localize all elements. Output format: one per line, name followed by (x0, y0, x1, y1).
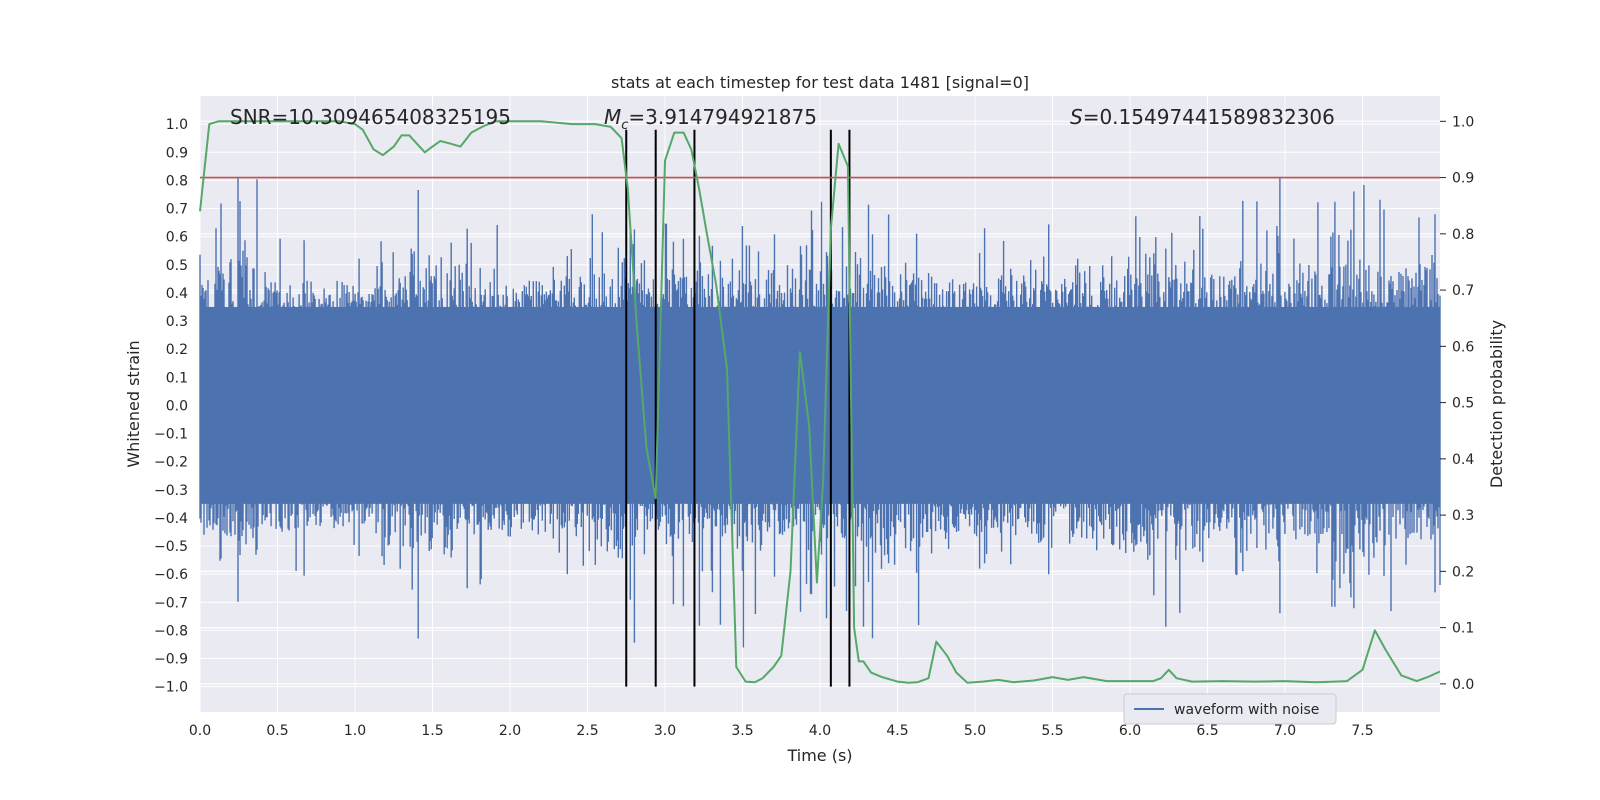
y-tick-label-4: 0.6 (166, 230, 188, 246)
x-axis-label: Time (s) (786, 746, 852, 765)
x-tick-label-12: 6.0 (1119, 723, 1141, 739)
s-value: =0.15497441589832306 (1083, 105, 1335, 129)
chirp-mass-symbol: M (604, 105, 621, 129)
y-tick-label-1: 0.9 (166, 145, 188, 161)
y-tick-label-right-10: 0.0 (1452, 677, 1474, 693)
y-axis-label-right: Detection probability (1487, 320, 1506, 488)
snr-annotation: SNR=10.309465408325195 (230, 105, 511, 129)
y-tick-label-right-8: 0.2 (1452, 564, 1474, 580)
probability-series (199, 120, 1441, 684)
probability-line (199, 120, 1441, 684)
chirp-mass-annotation: Mc=3.914794921875 (604, 105, 817, 133)
x-tick-label-15: 7.5 (1351, 723, 1373, 739)
y-tick-label-2: 0.8 (166, 173, 188, 189)
legend: waveform with noise (1123, 693, 1337, 725)
chirp-mass-value: =3.914794921875 (628, 105, 817, 129)
y-tick-label-20: −1.0 (154, 680, 188, 696)
y-tick-label-6: 0.4 (166, 286, 188, 302)
y-tick-label-14: −0.4 (154, 511, 188, 527)
y-tick-label-0: 1.0 (166, 117, 188, 133)
y-tick-label-5: 0.5 (166, 258, 188, 274)
x-tick-label-11: 5.5 (1041, 723, 1063, 739)
waveform-series (199, 176, 1441, 648)
x-tick-label-4: 2.0 (499, 723, 521, 739)
y-tick-label-10: 0.0 (166, 398, 188, 414)
y-tick-label-right-1: 0.9 (1452, 171, 1474, 187)
x-tick-label-2: 1.0 (344, 723, 366, 739)
y-tick-label-right-0: 1.0 (1452, 114, 1474, 130)
x-tick-label-1: 0.5 (266, 723, 288, 739)
x-tick-label-7: 3.5 (731, 723, 753, 739)
x-tick-label-0: 0.0 (189, 723, 211, 739)
x-axis-ticks: 0.0 0.5 1.0 1.5 2.0 2.5 3.0 3.5 4.0 4.5 5.0 5.5 6.0 6… (189, 723, 1374, 739)
x-tick-label-9: 4.5 (886, 723, 908, 739)
y-tick-label-7: 0.3 (166, 314, 188, 330)
x-tick-label-14: 7.0 (1274, 723, 1296, 739)
y-tick-label-19: −0.9 (154, 652, 188, 668)
y-axis-ticks: 1.0 0.9 0.8 0.7 0.6 0.5 0.4 0.3 0.2 0.1 0.0 −0.1 −0.… (154, 117, 188, 696)
y-tick-label-15: −0.5 (154, 539, 188, 555)
chart-title: stats at each timestep for test data 148… (611, 73, 1029, 92)
x-tick-label-6: 3.0 (654, 723, 676, 739)
y-tick-label-right-7: 0.3 (1452, 508, 1474, 524)
s-annotation: S=0.15497441589832306 (1070, 105, 1335, 129)
x-tick-label-3: 1.5 (421, 723, 443, 739)
y-axis-label: Whitened strain (124, 340, 143, 467)
y-tick-label-17: −0.7 (154, 595, 188, 611)
s-symbol: S (1070, 105, 1083, 129)
y-tick-label-right-4: 0.6 (1452, 339, 1474, 355)
y-tick-label-right-5: 0.5 (1452, 396, 1474, 412)
x-tick-label-10: 5.0 (964, 723, 986, 739)
y-tick-label-12: −0.2 (154, 455, 188, 471)
y-tick-label-right-9: 0.1 (1452, 621, 1474, 637)
x-tick-label-5: 2.5 (576, 723, 598, 739)
y-axis-ticks-right: 1.0 0.9 0.8 0.7 0.6 0.5 0.4 0.3 0.2 0.1 0.0 (1440, 114, 1474, 693)
y-tick-label-8: 0.2 (166, 342, 188, 358)
y-tick-label-right-2: 0.8 (1452, 227, 1474, 243)
legend-box (1123, 693, 1337, 725)
y-tick-label-9: 0.1 (166, 370, 188, 386)
y-tick-label-11: −0.1 (154, 427, 188, 443)
y-tick-label-16: −0.6 (154, 567, 188, 583)
y-tick-label-18: −0.8 (154, 623, 188, 639)
y-tick-label-right-6: 0.4 (1452, 452, 1474, 468)
y-tick-label-right-3: 0.7 (1452, 283, 1474, 299)
y-tick-label-13: −0.3 (154, 483, 188, 499)
x-tick-label-13: 6.5 (1196, 723, 1218, 739)
y-tick-label-3: 0.7 (166, 202, 188, 218)
chirp-mass-subscript: c (621, 118, 628, 133)
waveform-core-band (200, 306, 1440, 504)
x-tick-label-8: 4.0 (809, 723, 831, 739)
legend-label: waveform with noise (1174, 702, 1319, 718)
